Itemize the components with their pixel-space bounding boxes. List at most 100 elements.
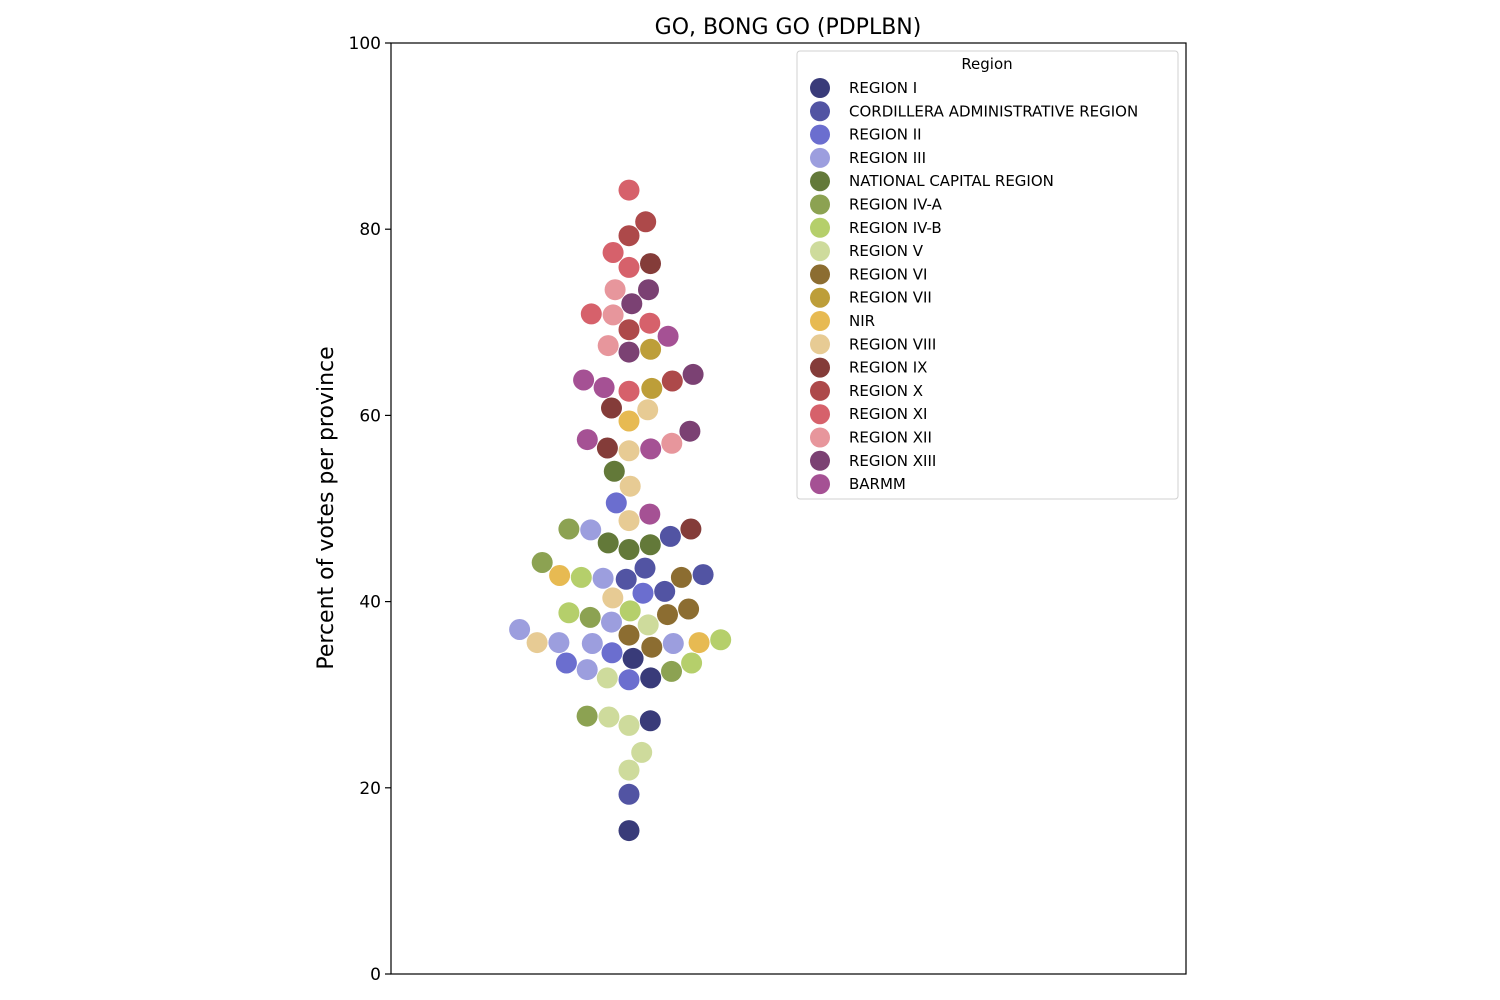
data-point bbox=[618, 669, 640, 691]
data-point bbox=[601, 611, 622, 633]
legend-label: NIR bbox=[849, 312, 875, 330]
data-point bbox=[688, 632, 710, 654]
legend-label: REGION IX bbox=[849, 359, 927, 377]
data-point bbox=[622, 647, 644, 669]
legend-marker bbox=[810, 380, 830, 401]
legend-label: REGION I bbox=[849, 79, 917, 97]
legend-label: REGION V bbox=[849, 242, 924, 260]
legend-label: REGION XI bbox=[849, 405, 927, 423]
data-point bbox=[631, 741, 653, 763]
data-point bbox=[618, 759, 640, 781]
data-point bbox=[661, 660, 682, 682]
data-point bbox=[531, 552, 553, 573]
data-point bbox=[618, 225, 640, 247]
legend-marker bbox=[810, 474, 830, 495]
data-point bbox=[640, 253, 661, 275]
legend-marker bbox=[810, 78, 830, 98]
data-point bbox=[659, 525, 681, 547]
data-point bbox=[580, 519, 602, 541]
chart-title: GO, BONG GO (PDPLBN) bbox=[655, 15, 922, 40]
data-point bbox=[618, 714, 640, 736]
data-point bbox=[618, 783, 640, 805]
data-point bbox=[678, 598, 700, 620]
legend-label: CORDILLERA ADMINISTRATIVE REGION bbox=[849, 102, 1138, 120]
legend-label: REGION VI bbox=[849, 265, 927, 283]
data-point bbox=[618, 341, 640, 363]
legend: Region REGION I CORDILLERA ADMINISTRATIVE… bbox=[796, 50, 1179, 500]
data-point bbox=[639, 503, 661, 525]
data-point bbox=[576, 705, 598, 727]
data-point bbox=[641, 636, 663, 658]
data-point bbox=[581, 633, 603, 654]
data-point bbox=[576, 429, 598, 451]
data-point bbox=[573, 369, 595, 391]
data-point bbox=[558, 602, 580, 624]
data-point bbox=[661, 370, 683, 392]
data-point bbox=[618, 380, 640, 402]
data-point bbox=[682, 363, 704, 385]
data-point bbox=[597, 532, 619, 554]
data-point bbox=[640, 338, 662, 360]
legend-marker bbox=[810, 241, 830, 262]
data-point bbox=[618, 539, 640, 560]
data-point bbox=[710, 629, 732, 651]
legend-marker bbox=[810, 450, 830, 471]
data-point bbox=[692, 564, 714, 586]
data-point bbox=[619, 475, 641, 497]
legend-marker bbox=[810, 264, 830, 285]
data-point bbox=[570, 566, 592, 588]
data-point bbox=[618, 319, 640, 341]
data-point bbox=[596, 667, 618, 689]
legend-label: REGION II bbox=[849, 126, 922, 144]
y-tick-label: 40 bbox=[359, 593, 381, 613]
legend-marker bbox=[810, 147, 830, 168]
data-point bbox=[657, 325, 679, 347]
legend-label: REGION IV-A bbox=[849, 196, 943, 214]
y-tick-label: 60 bbox=[359, 406, 381, 426]
data-point bbox=[662, 633, 684, 654]
data-point bbox=[558, 518, 580, 540]
y-tick-label: 80 bbox=[359, 220, 381, 240]
data-point bbox=[637, 399, 659, 421]
legend-marker bbox=[810, 171, 830, 192]
data-point bbox=[621, 293, 643, 315]
data-point bbox=[639, 312, 661, 334]
legend-marker bbox=[810, 217, 830, 238]
data-point bbox=[509, 619, 531, 640]
data-point bbox=[605, 492, 627, 514]
data-point bbox=[618, 179, 640, 201]
data-point bbox=[681, 652, 703, 674]
legend-marker bbox=[810, 334, 830, 355]
data-point bbox=[579, 606, 601, 628]
data-point bbox=[657, 604, 678, 626]
data-point bbox=[592, 567, 614, 589]
data-point bbox=[596, 437, 618, 459]
legend-label: REGION X bbox=[849, 382, 923, 400]
legend-label: REGION VII bbox=[849, 289, 932, 307]
data-point bbox=[603, 460, 625, 482]
legend-label: REGION IV-B bbox=[849, 219, 942, 237]
legend-label: REGION XII bbox=[849, 429, 932, 447]
legend-box bbox=[796, 50, 1179, 500]
data-point bbox=[618, 510, 640, 532]
data-point bbox=[670, 566, 692, 588]
legend-label: REGION VIII bbox=[849, 335, 936, 353]
data-point bbox=[597, 335, 619, 357]
data-point bbox=[526, 632, 548, 654]
data-point bbox=[654, 580, 676, 602]
data-point bbox=[555, 652, 577, 674]
data-point bbox=[618, 820, 640, 842]
data-point bbox=[679, 420, 701, 442]
y-axis-label: Percent of votes per province bbox=[314, 346, 339, 669]
data-point bbox=[640, 438, 662, 460]
data-point bbox=[637, 614, 659, 636]
data-point bbox=[635, 211, 657, 233]
data-point bbox=[619, 600, 641, 622]
y-tick-label: 20 bbox=[359, 779, 381, 799]
y-axis: 0 20 40 60 80 100 bbox=[349, 34, 391, 985]
legend-marker bbox=[810, 194, 830, 215]
data-point bbox=[601, 397, 622, 419]
legend-label: BARMM bbox=[849, 475, 906, 493]
data-point bbox=[618, 256, 640, 278]
